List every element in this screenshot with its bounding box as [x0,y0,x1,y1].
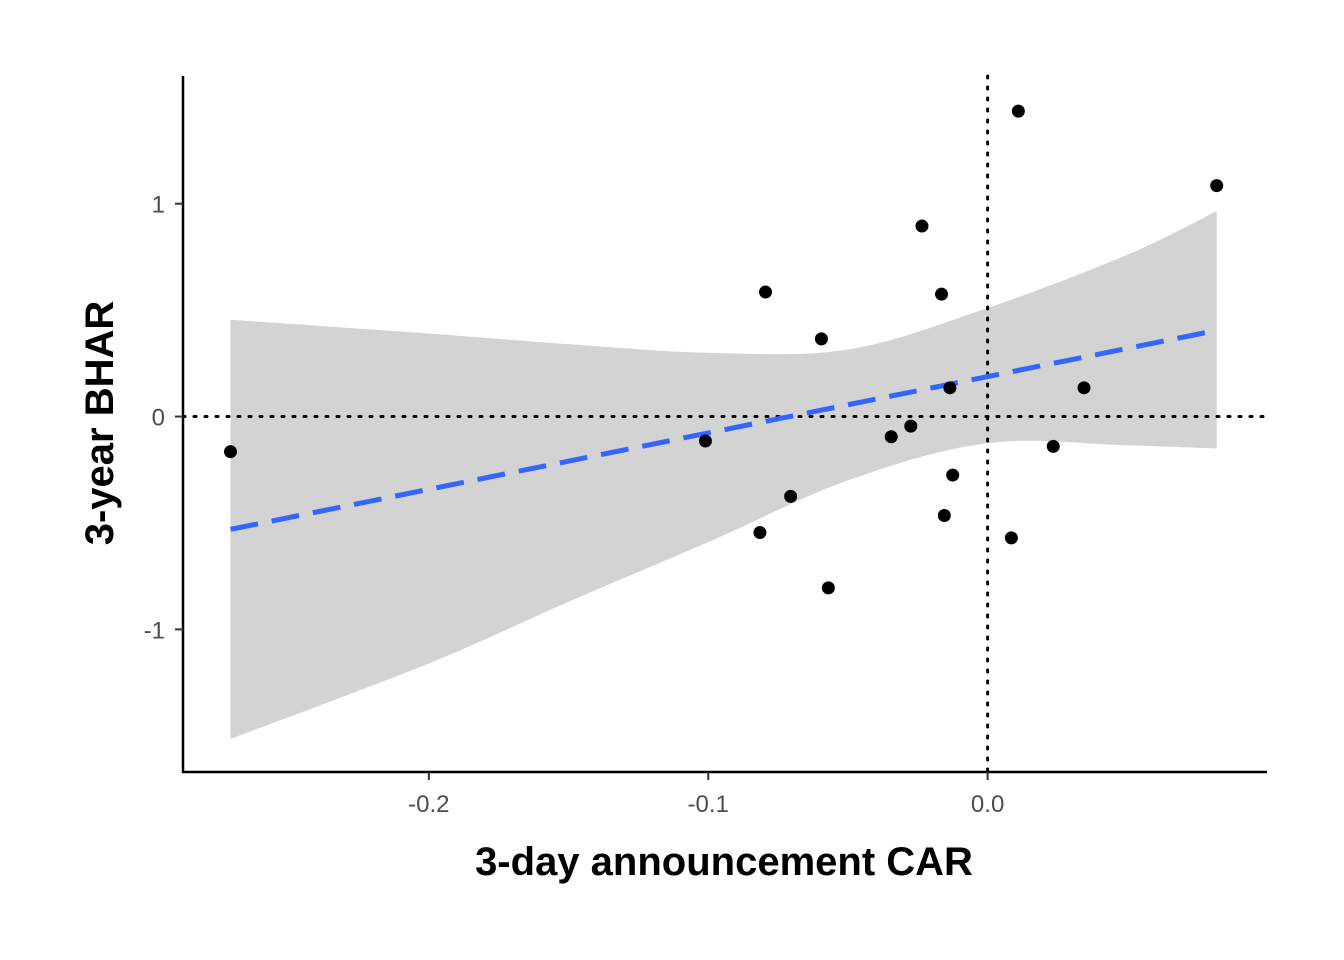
data-point [946,468,960,482]
confidence-band-layer [230,211,1217,740]
data-point [937,509,951,523]
data-point [943,381,957,395]
data-point [1210,179,1224,193]
data-point [884,430,898,444]
axes-layer [181,76,1267,774]
x-axis-title: 3-day announcement CAR [475,840,973,884]
points-layer [223,104,1224,595]
data-point [1077,381,1091,395]
confidence-band [230,211,1217,740]
data-point [223,445,237,459]
data-point [698,434,712,448]
data-point [915,219,929,233]
data-point [1004,531,1018,545]
y-axis-title: 3-year BHAR [78,301,122,546]
x-tick-label: 0.0 [971,791,1004,818]
x-tick-label: -0.2 [408,791,449,818]
data-point [759,285,773,299]
data-point [935,287,949,301]
y-tick-label: 0 [152,405,165,432]
data-point [1011,104,1025,118]
data-point [814,332,828,346]
ticks-layer: -0.2 -0.1 0.0 -1 0 1 [144,192,1005,818]
data-point [821,581,835,595]
data-point [753,526,767,540]
y-tick-label: -1 [144,617,165,644]
y-tick-label: 1 [152,192,165,219]
data-point [784,489,798,503]
reference-lines-layer [181,74,1269,774]
data-point [904,419,918,433]
x-tick-label: -0.1 [688,791,729,818]
data-point [1046,439,1060,453]
